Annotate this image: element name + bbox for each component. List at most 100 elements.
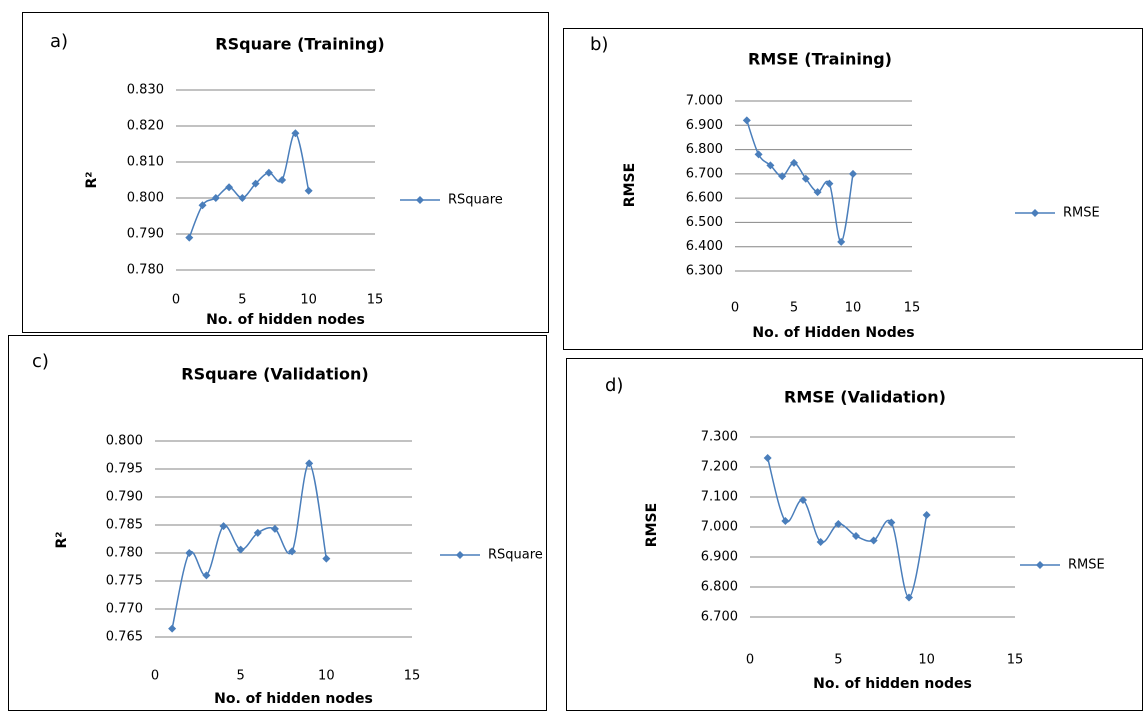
marker: [251, 179, 260, 188]
marker: [778, 172, 787, 181]
marker: [905, 593, 913, 602]
y-tick-label: 0.780: [127, 263, 164, 278]
y-tick-label: 6.900: [686, 118, 723, 133]
marker: [198, 201, 207, 210]
x-tick-label: 10: [845, 301, 862, 316]
y-tick-label: 6.700: [701, 610, 738, 625]
chart-title: RSquare (Training): [215, 35, 384, 54]
x-axis-title: No. of Hidden Nodes: [752, 325, 914, 341]
chart-title: RMSE (Validation): [784, 388, 946, 407]
y-axis-title: RMSE: [644, 503, 660, 547]
marker: [801, 174, 810, 183]
marker: [816, 538, 825, 546]
chart-panel: a) RSquare (Training) No. of hidden nodes R…: [22, 12, 549, 333]
marker: [305, 459, 314, 468]
y-tick-label: 6.800: [686, 142, 723, 157]
x-tick-label: 0: [151, 669, 159, 684]
marker: [813, 188, 822, 197]
y-tick-label: 0.790: [127, 227, 164, 242]
marker: [270, 524, 279, 533]
y-tick-label: 7.200: [701, 460, 738, 475]
x-tick-label: 5: [237, 669, 245, 684]
chart-title: RSquare (Validation): [181, 365, 368, 384]
panel-label: b): [590, 34, 608, 55]
marker: [922, 511, 931, 519]
x-tick-label: 10: [300, 293, 317, 308]
y-tick-label: 0.800: [127, 191, 164, 206]
x-tick-label: 0: [172, 293, 180, 308]
x-tick-label: 15: [904, 301, 921, 316]
marker: [766, 161, 775, 170]
y-tick-label: 6.900: [701, 550, 738, 565]
panel-border: [8, 335, 547, 711]
legend-label: RSquare: [488, 548, 543, 563]
marker: [238, 194, 247, 202]
legend-label: RMSE: [1068, 558, 1105, 573]
marker: [168, 624, 177, 633]
chart-panel: c) RSquare (Validation) No. of hidden node…: [8, 335, 547, 711]
panel-label: d): [605, 375, 623, 396]
chart-title: RMSE (Training): [748, 50, 892, 69]
y-tick-label: 6.800: [701, 580, 738, 595]
marker: [264, 168, 273, 177]
y-tick-label: 7.000: [701, 520, 738, 535]
y-tick-label: 0.780: [106, 546, 143, 561]
legend-marker: [456, 551, 464, 559]
x-tick-label: 15: [404, 669, 421, 684]
marker: [322, 554, 331, 563]
marker: [291, 129, 300, 138]
marker: [834, 520, 843, 528]
y-tick-label: 0.830: [127, 83, 164, 98]
y-tick-label: 6.300: [686, 264, 723, 279]
x-tick-label: 5: [238, 293, 246, 308]
y-tick-label: 7.300: [701, 430, 738, 445]
marker: [742, 116, 751, 125]
marker: [304, 186, 313, 195]
series-line: [188, 132, 310, 238]
marker: [225, 183, 234, 192]
y-tick-label: 0.790: [106, 490, 143, 505]
y-tick-label: 7.000: [686, 94, 723, 109]
marker: [288, 547, 297, 556]
marker: [799, 496, 807, 504]
marker: [825, 179, 834, 188]
y-tick-label: 7.100: [701, 490, 738, 505]
series-line: [766, 457, 928, 599]
y-tick-label: 0.775: [106, 574, 143, 589]
marker: [202, 571, 211, 580]
y-axis-title: R²: [84, 172, 100, 189]
y-tick-label: 0.810: [127, 155, 164, 170]
marker: [852, 532, 860, 540]
x-axis-title: No. of hidden nodes: [813, 676, 972, 692]
x-tick-label: 5: [790, 301, 798, 316]
x-tick-label: 10: [318, 669, 335, 684]
marker: [219, 522, 228, 531]
y-tick-label: 0.785: [106, 518, 143, 533]
marker: [278, 176, 287, 184]
marker: [887, 518, 896, 527]
y-tick-label: 0.765: [106, 630, 143, 645]
x-tick-label: 0: [746, 653, 754, 668]
marker: [869, 536, 878, 545]
x-tick-label: 15: [1007, 653, 1024, 668]
y-tick-label: 0.820: [127, 119, 164, 134]
legend-label: RSquare: [448, 193, 503, 208]
panel-label: c): [32, 351, 49, 372]
marker: [236, 545, 245, 554]
x-tick-label: 10: [918, 653, 935, 668]
y-tick-label: 6.700: [686, 166, 723, 181]
marker: [185, 233, 194, 242]
x-tick-label: 0: [731, 301, 739, 316]
chart-panel: b) RMSE (Training) No. of Hidden Nodes RMSE…: [563, 28, 1143, 350]
legend-label: RMSE: [1063, 206, 1100, 221]
marker: [849, 169, 857, 178]
y-tick-label: 6.600: [686, 191, 723, 206]
x-tick-label: 5: [834, 653, 842, 668]
series-line: [746, 120, 854, 243]
y-tick-label: 0.800: [106, 434, 143, 449]
y-tick-label: 6.400: [686, 239, 723, 254]
marker: [211, 194, 220, 202]
marker: [781, 517, 790, 525]
y-axis-title: R²: [54, 532, 70, 549]
